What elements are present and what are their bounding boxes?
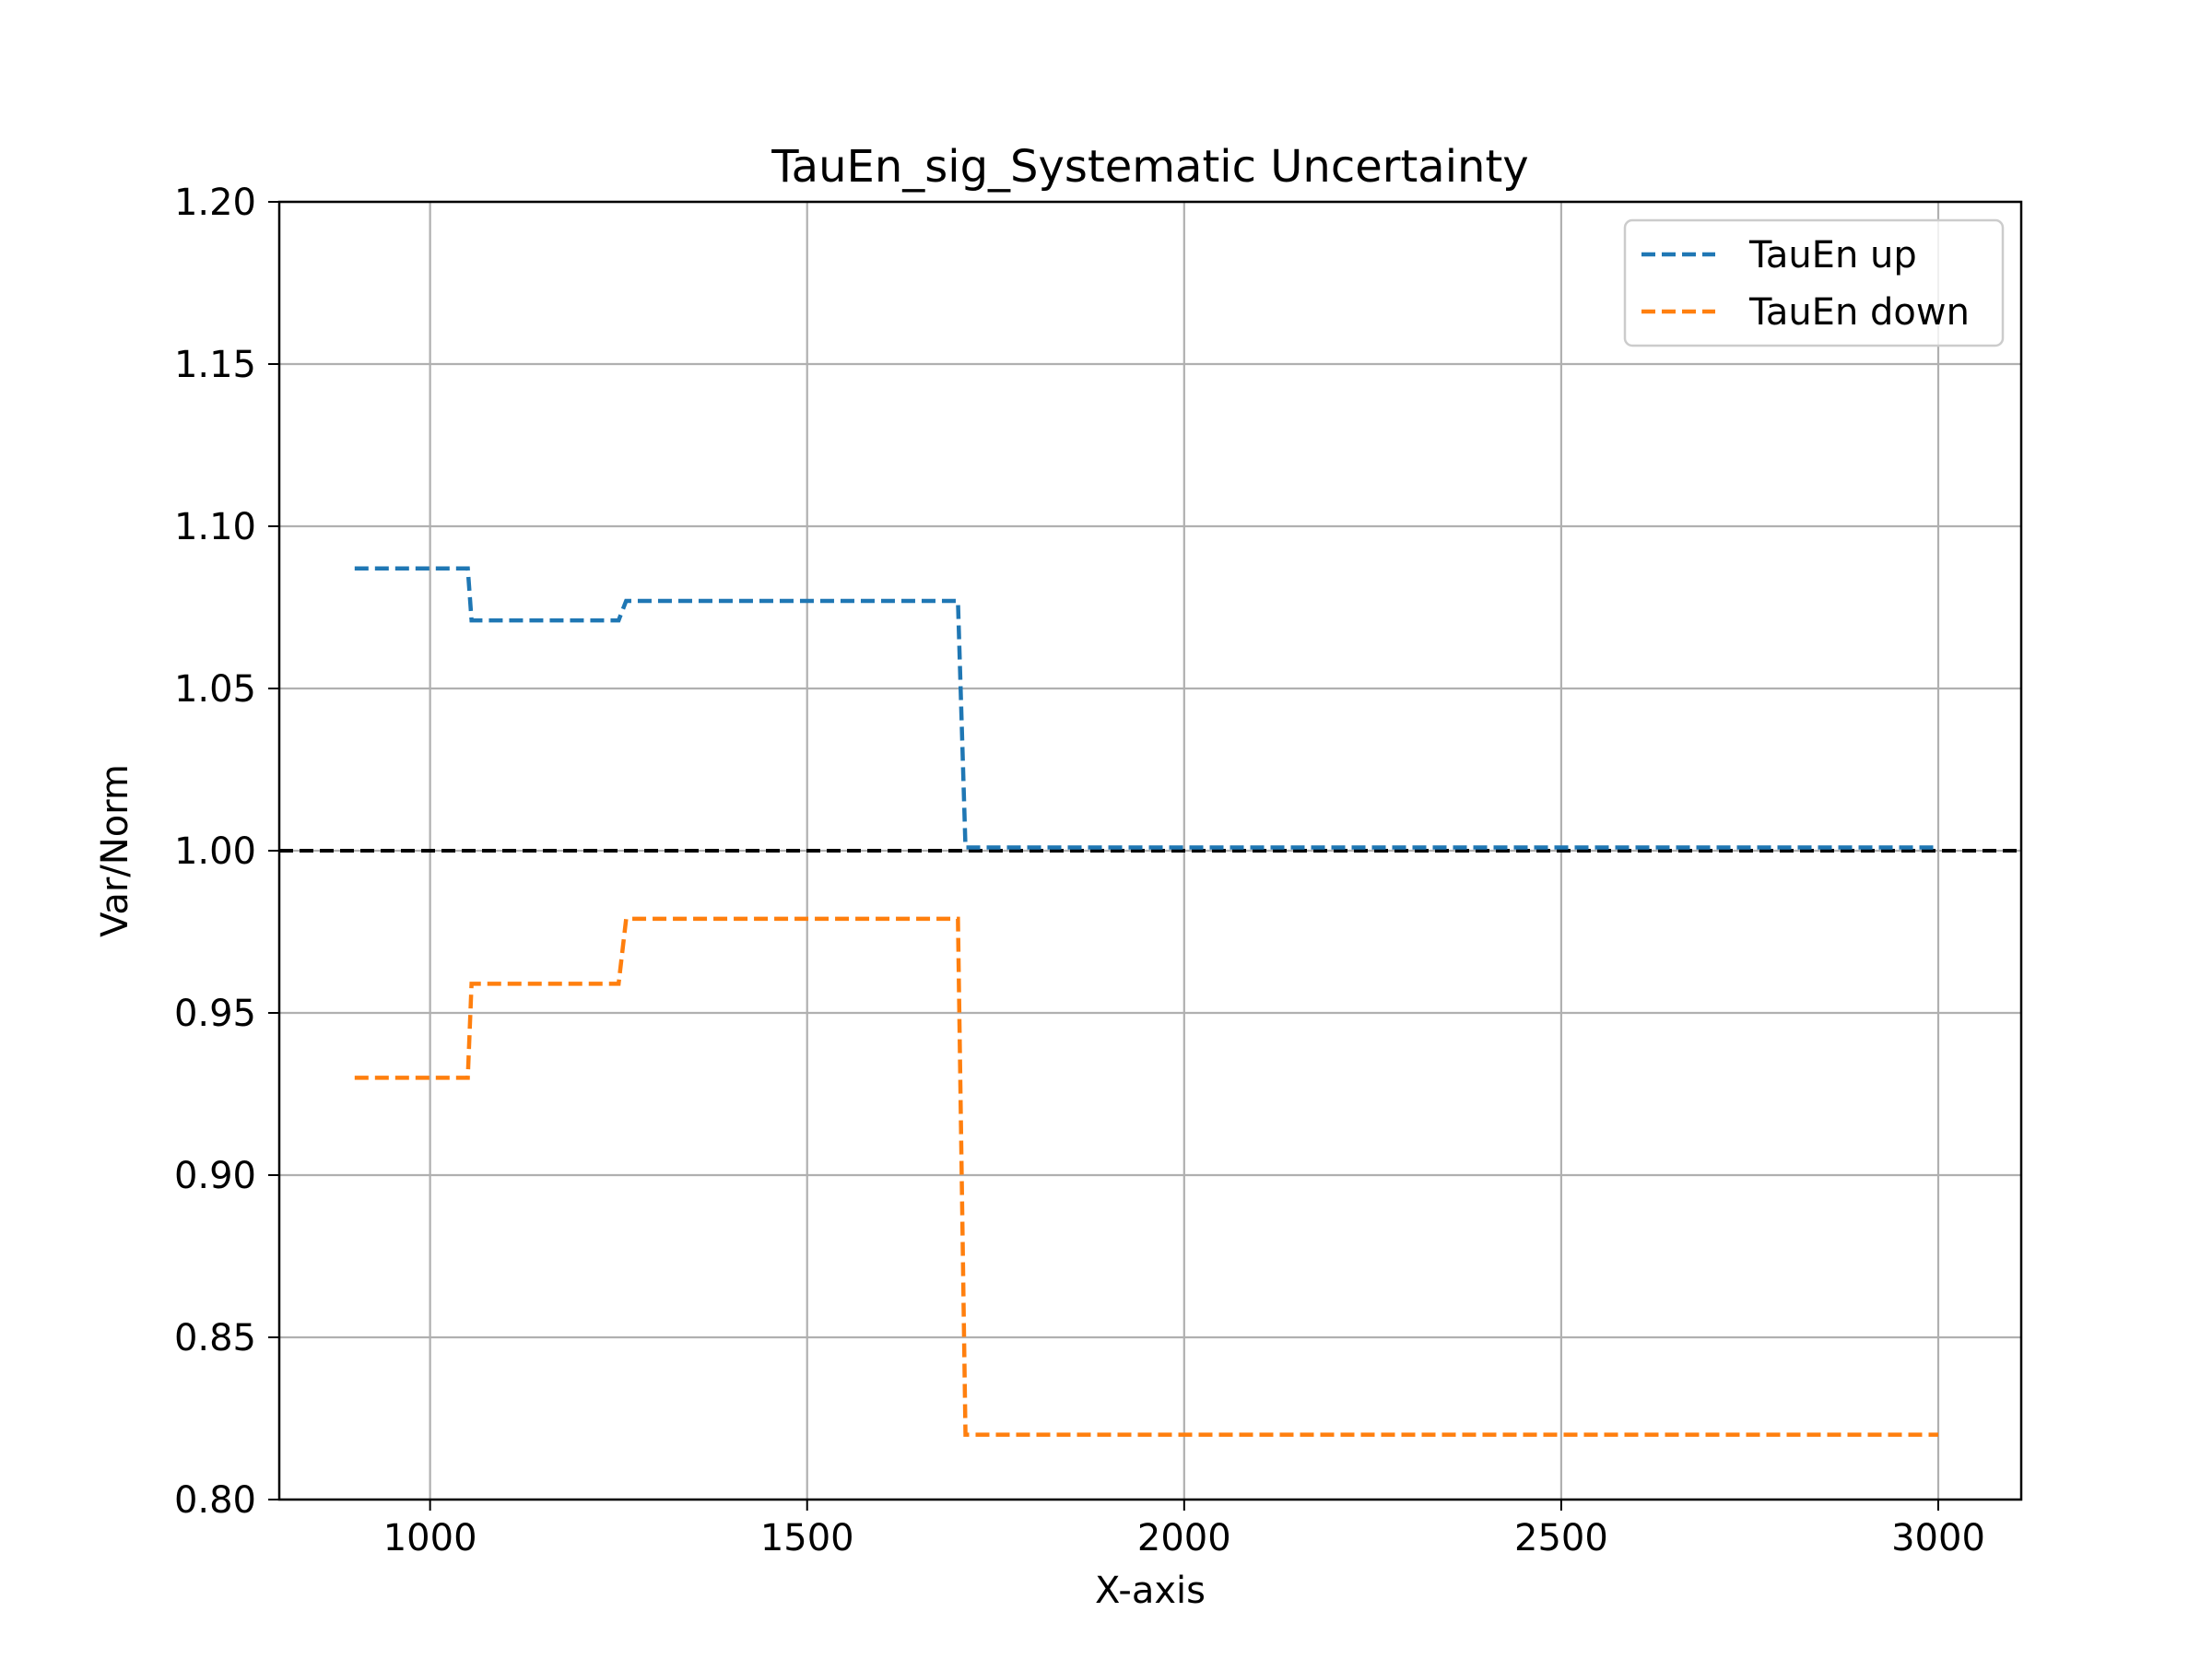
legend-label: TauEn down: [1748, 291, 1970, 334]
x-tick-label: 2500: [1514, 1517, 1608, 1559]
legend-box: [1623, 218, 2005, 347]
series-layer: [354, 566, 1938, 1437]
x-axis-ticks: 1000 1500 2000 2500 3000: [383, 1500, 1985, 1559]
y-tick-label: 1.20: [174, 182, 256, 224]
x-tick-label: 2000: [1137, 1517, 1231, 1559]
y-tick-label: 1.05: [174, 668, 256, 711]
legend-label: TauEn up: [1748, 234, 1917, 276]
x-tick-label: 3000: [1891, 1517, 1985, 1559]
x-axis-label: X-axis: [1095, 1570, 1206, 1612]
y-axis-ticks: 0.80 0.85 0.90 0.95 1.00 1.05 1.10 1.15 1.20: [174, 182, 279, 1522]
y-tick-label: 0.95: [174, 993, 256, 1035]
series-line-tauen-up: [354, 566, 1938, 850]
y-tick-label: 0.90: [174, 1155, 256, 1197]
y-axis-label: Var/Norm: [94, 764, 136, 937]
chart-title: TauEn_sig_Systematic Uncertainty: [771, 141, 1528, 193]
legend: TauEn up TauEn down: [1623, 218, 2005, 347]
y-tick-label: 0.85: [174, 1317, 256, 1359]
x-tick-label: 1000: [383, 1517, 477, 1559]
x-tick-label: 1500: [760, 1517, 854, 1559]
y-tick-label: 1.15: [174, 344, 256, 386]
y-tick-label: 1.00: [174, 830, 256, 873]
y-tick-label: 0.80: [174, 1479, 256, 1522]
y-tick-label: 1.10: [174, 506, 256, 548]
series-line-tauen-down: [354, 916, 1938, 1437]
